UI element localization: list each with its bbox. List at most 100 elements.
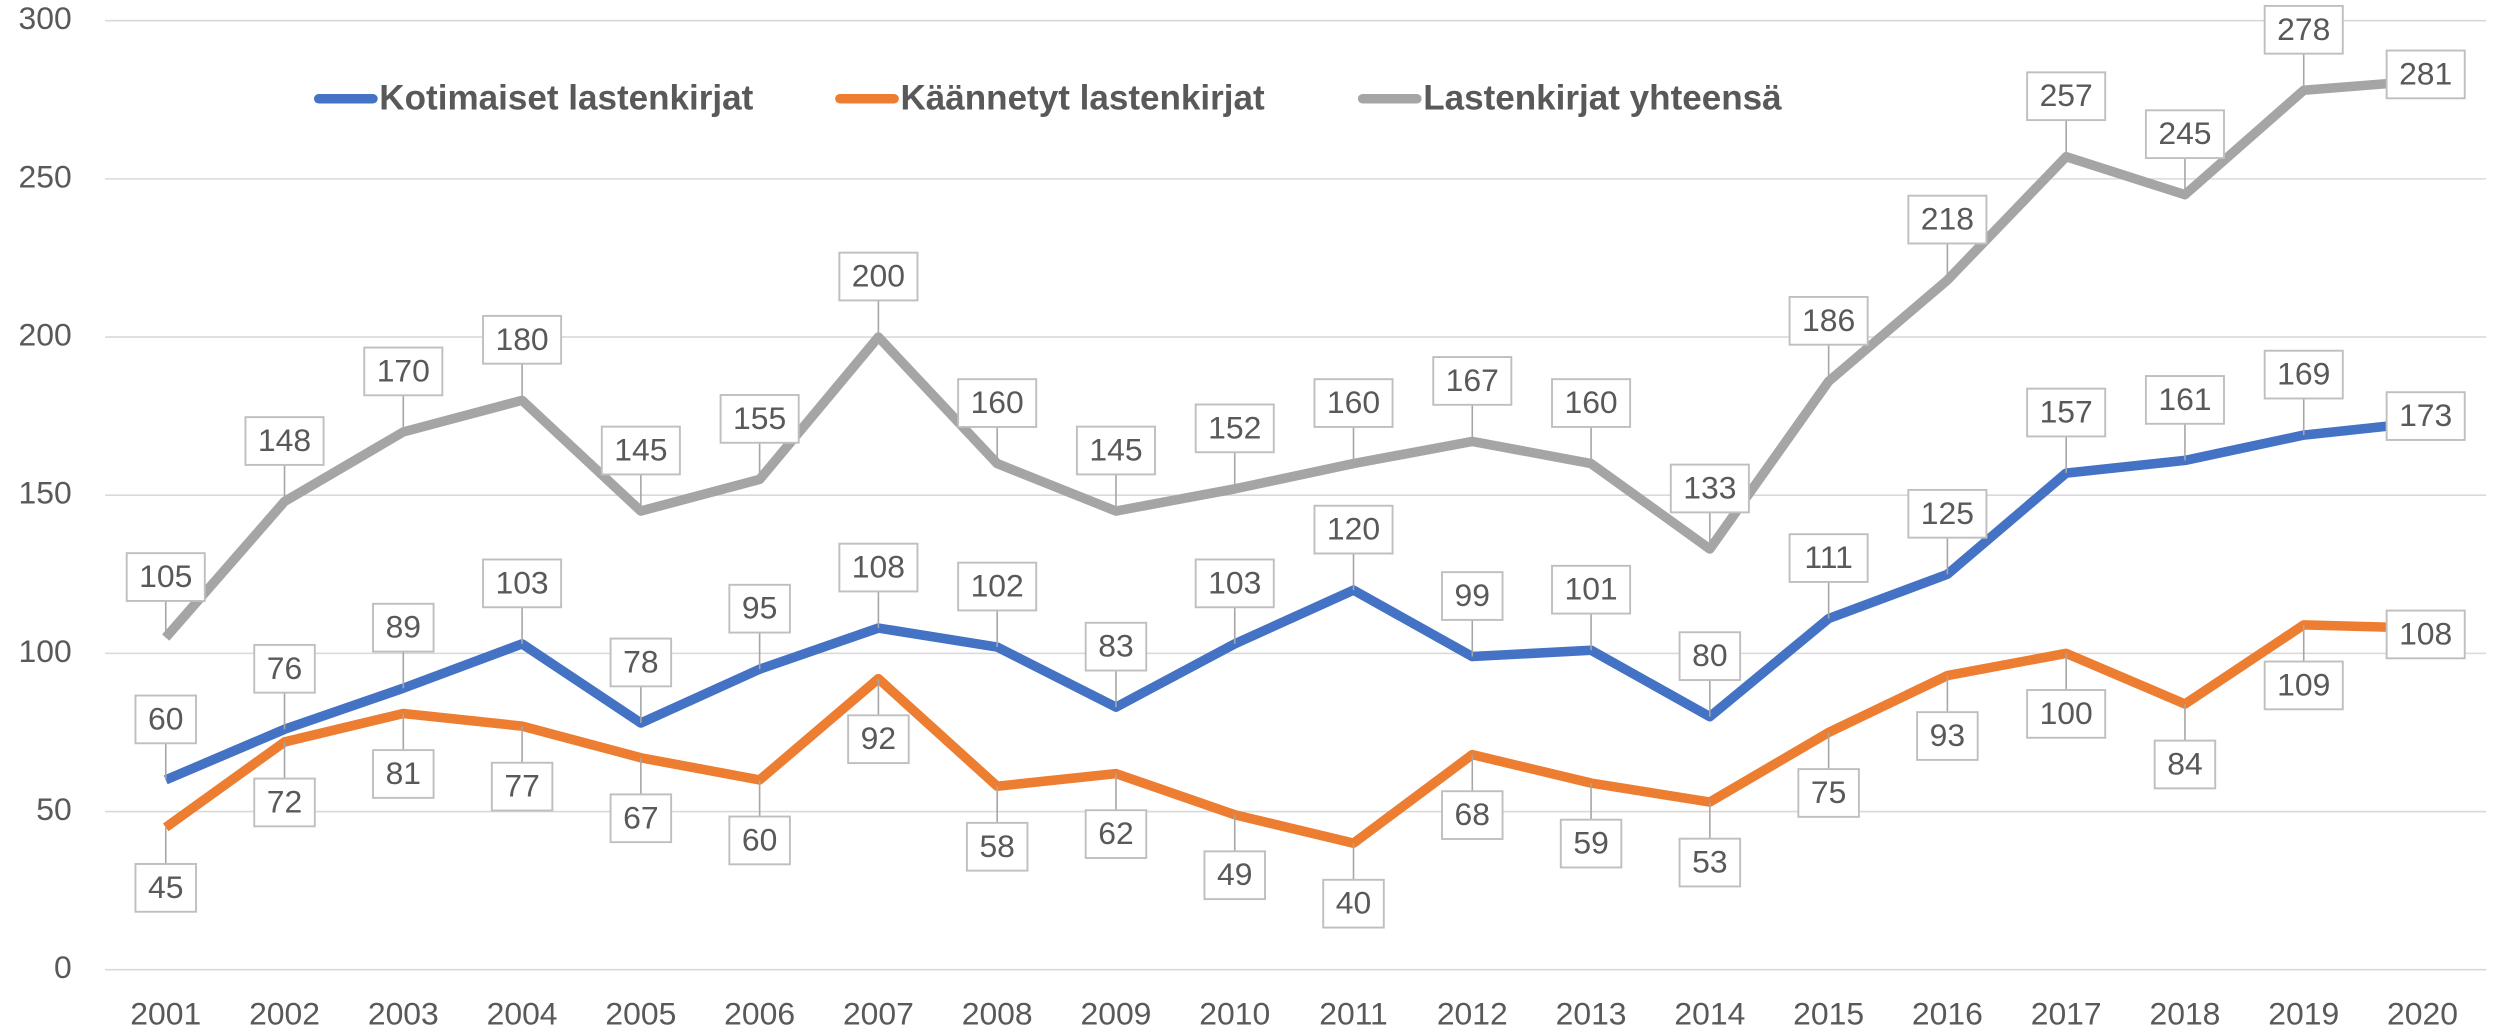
label-box (609, 793, 673, 844)
label-box (1916, 711, 1979, 761)
data-label: 161 (2158, 381, 2211, 417)
label-box (719, 394, 800, 444)
label-box (600, 425, 681, 476)
data-label: 281 (2399, 55, 2452, 91)
label-box (134, 863, 197, 913)
data-label: 59 (1573, 825, 1608, 861)
data-label: 99 (1455, 577, 1490, 613)
data-label: 80 (1692, 637, 1727, 673)
label-box (253, 777, 316, 828)
data-label: 105 (139, 558, 192, 594)
label-box (2385, 391, 2466, 441)
label-box (2144, 375, 2225, 425)
x-tick-label: 2007 (843, 995, 914, 1031)
data-label: 53 (1692, 844, 1727, 880)
label-box (847, 714, 910, 765)
label-box (1678, 631, 1742, 681)
label-box (1907, 194, 1988, 245)
data-label: 160 (1327, 384, 1380, 420)
x-tick-label: 2002 (249, 995, 320, 1031)
x-tick-label: 2015 (1793, 995, 1864, 1031)
x-tick-label: 2006 (724, 995, 795, 1031)
x-tick-label: 2004 (487, 995, 558, 1031)
x-tick-label: 2020 (2387, 995, 2458, 1031)
label-box (1441, 790, 1504, 840)
data-label: 67 (623, 799, 658, 835)
data-label: 49 (1217, 856, 1252, 892)
data-label: 133 (1683, 470, 1736, 506)
label-box (728, 815, 791, 866)
label-box (2385, 49, 2466, 100)
label-box (372, 749, 435, 799)
data-label: 108 (2399, 615, 2452, 651)
label-box (2263, 4, 2344, 55)
data-label: 40 (1336, 885, 1371, 921)
legend-label: Kotimaiset lastenkirjat (379, 79, 753, 118)
data-label: 160 (1564, 384, 1617, 420)
data-label: 180 (495, 321, 548, 357)
legend-label: Lastenkirjat yhteensä (1423, 79, 1782, 118)
label-box (2026, 689, 2107, 739)
label-box (2263, 349, 2344, 400)
x-tick-label: 2014 (1674, 995, 1745, 1031)
data-label: 278 (2277, 11, 2330, 47)
series-line (163, 417, 2424, 785)
label-box (1084, 621, 1148, 672)
x-tick-label: 2001 (130, 995, 201, 1031)
data-label: 120 (1327, 511, 1380, 547)
data-label: 152 (1208, 409, 1261, 445)
label-box (1313, 378, 1394, 428)
data-label: 170 (377, 352, 430, 388)
data-label: 173 (2399, 397, 2452, 433)
data-label: 145 (614, 432, 667, 468)
series-line (162, 76, 2423, 641)
label-box (482, 558, 563, 609)
data-label: 89 (386, 609, 421, 645)
label-box (1669, 463, 1750, 514)
label-box (2026, 387, 2107, 438)
x-tick-label: 2019 (2268, 995, 2339, 1031)
label-box (1788, 533, 1869, 583)
data-label: 84 (2167, 746, 2202, 782)
x-tick-label: 2005 (605, 995, 676, 1031)
label-box (1797, 768, 1860, 818)
data-label: 108 (852, 549, 905, 585)
data-label: 103 (495, 564, 548, 600)
x-tick-label: 2012 (1437, 995, 1508, 1031)
data-label: 109 (2277, 666, 2330, 702)
data-label: 78 (623, 643, 658, 679)
data-label: 60 (148, 700, 183, 736)
label-box (1194, 403, 1275, 454)
data-label: 167 (1446, 362, 1499, 398)
data-label: 60 (742, 821, 777, 857)
label-box (1907, 488, 1988, 539)
label-box (609, 637, 673, 688)
data-label: 101 (1564, 571, 1617, 607)
label-box (1194, 558, 1275, 609)
y-tick-label: 0 (54, 949, 72, 985)
data-label: 95 (742, 590, 777, 626)
label-box (838, 542, 919, 593)
label-box (244, 416, 325, 466)
label-box (957, 378, 1038, 428)
x-tick-label: 2016 (1912, 995, 1983, 1031)
label-box (838, 251, 919, 302)
label-box (372, 602, 435, 653)
label-box (965, 821, 1029, 872)
legend-label: Käännetyt lastenkirjat (900, 79, 1265, 118)
label-box (134, 694, 197, 745)
data-label: 155 (733, 400, 786, 436)
data-label: 92 (861, 720, 896, 756)
y-tick-label: 150 (19, 475, 72, 511)
label-box (2153, 739, 2217, 790)
label-box (1313, 504, 1394, 555)
y-tick-label: 300 (19, 0, 72, 36)
label-box (1432, 356, 1513, 406)
data-label: 75 (1811, 774, 1846, 810)
y-tick-label: 100 (19, 633, 72, 669)
data-label: 169 (2277, 356, 2330, 392)
data-label: 77 (504, 768, 539, 804)
data-label: 125 (1921, 495, 1974, 531)
